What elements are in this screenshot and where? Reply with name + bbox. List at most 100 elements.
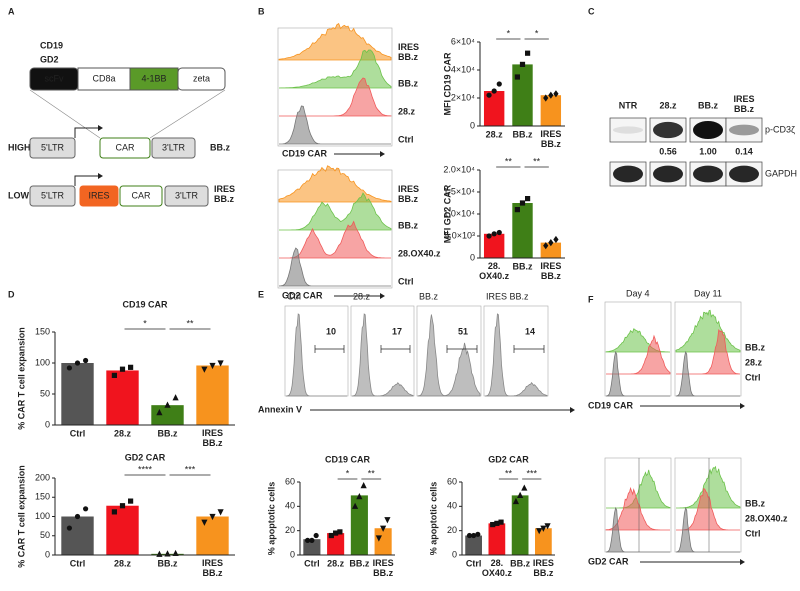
histogram [605,328,670,353]
significance-label: ** [368,468,376,478]
x-tick-label: IRES BB.z [373,558,394,578]
bar [540,95,562,126]
data-point [514,74,520,80]
data-point [525,50,531,56]
significance-label: **** [138,464,153,474]
cassette-box [79,185,119,207]
x-tick-label: 28.z [114,428,132,438]
sample-label: Ctrl [745,372,761,382]
data-point [111,372,117,378]
significance-label: * [143,318,147,328]
expression-level: LOW [8,190,29,200]
data-point [521,484,528,491]
data-point [337,529,343,535]
y-tick-label: 1.5×10⁴ [443,186,475,196]
x-tick-label: IRES BB.z [202,558,223,578]
bar [511,495,529,555]
bar [303,539,321,555]
chart-title: GD2 CAR [488,454,529,464]
data-point [128,498,134,504]
axis-label: GD2 CAR [282,290,323,300]
data-point [475,531,481,537]
row-label: p-CD3ζ [765,124,795,134]
data-point [164,550,171,557]
promoter-arrow [74,127,98,138]
histogram [351,313,414,397]
data-point [172,394,179,401]
data-point [74,360,81,366]
y-tick-label: 1.0×10⁴ [443,208,475,218]
day-label: Day 11 [694,288,722,298]
axis-label: CD19 CAR [588,400,634,410]
y-axis-label: MFI GD2 CAR [442,184,452,243]
data-point [540,525,547,532]
histogram [278,165,392,203]
cassette-label: 3'LTR [175,190,199,200]
bar [196,516,229,555]
y-tick-label: 0 [45,419,50,429]
histogram [279,192,392,231]
cassette-box [119,185,163,207]
data-point [519,61,526,67]
domain-label: scFv [45,73,64,83]
y-tick-label: 60 [447,476,457,486]
y-tick-label: 5.0×10³ [444,230,475,240]
arrow-head [740,559,745,565]
data-point [111,509,117,515]
arrow-head [570,407,575,413]
y-tick-label: 50 [40,388,50,398]
bar [196,365,229,425]
data-point [543,94,549,102]
histogram [675,350,740,397]
histogram [605,350,670,397]
data-point [380,525,387,532]
sample-label: BB.z [398,220,418,230]
construct-name: GD2 [40,54,59,64]
x-tick-label: BB.z [349,558,369,568]
x-tick-label: Ctrl [70,428,86,438]
data-point [486,233,492,239]
sample-title: Ctrl [287,291,301,301]
connector [149,89,226,139]
data-point [553,90,559,98]
y-tick-label: 0 [290,549,295,559]
data-point [209,362,216,370]
bar [512,203,533,258]
data-point [375,535,382,542]
y-tick-label: 20 [285,525,295,535]
construct-name: BB.z [210,142,230,152]
bar [61,363,94,425]
connector [29,89,101,139]
data-point [356,493,363,500]
data-point [486,92,492,98]
domain-label: zeta [193,73,210,83]
gate-percent: 17 [392,326,402,336]
construct-name: IRES BB.z [214,184,235,204]
bar [488,523,506,555]
y-axis-label: % CAR T cell expansion [16,327,26,430]
bar [61,516,94,555]
domain-label: CD8a [92,73,115,83]
cassette-label: 3'LTR [162,142,186,152]
construct-name: CD19 [40,40,63,50]
day-label: Day 4 [626,288,650,298]
y-tick-label: 0 [470,120,475,130]
histogram [417,314,481,397]
x-tick-label: Ctrl [304,558,320,568]
quantification: 0.56 [659,146,677,156]
sample-label: IRES BB.z [398,42,419,62]
arrow-head [380,293,385,299]
bar [374,528,392,555]
data-point [128,364,134,370]
y-tick-label: 20 [447,525,457,535]
data-point [201,366,208,373]
sample-title: BB.z [419,291,439,301]
sample-label: Ctrl [398,276,414,286]
data-point [217,509,224,516]
y-axis-label: % CAR T cell expansion [16,465,26,568]
data-point [498,519,504,525]
y-tick-label: 100 [35,511,50,521]
data-point [514,207,520,213]
x-tick-label: 28.z [327,558,345,568]
